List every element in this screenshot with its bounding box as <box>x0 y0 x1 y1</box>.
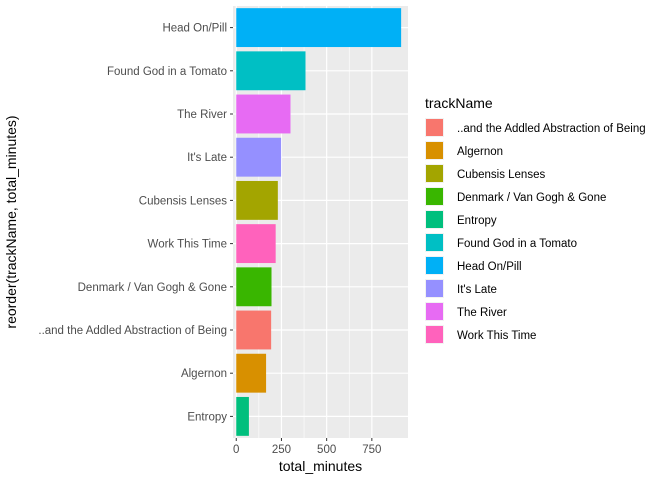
legend-swatch-the-river <box>426 303 443 320</box>
legend-swatch-cubensis-lenses <box>426 165 443 182</box>
bar-algernon <box>236 353 267 393</box>
legend-label: Denmark / Van Gogh & Gone <box>457 192 606 204</box>
y-tick-label: Denmark / Van Gogh & Gone <box>78 282 227 294</box>
legend-label: Algernon <box>457 146 503 158</box>
y-tick-labels: Head On/Pill Found God in a Tomato The Riv… <box>38 23 233 423</box>
y-tick-label: Found God in a Tomato <box>107 66 227 78</box>
y-tick-label: The River <box>177 109 227 121</box>
x-tick-label: 750 <box>362 444 381 456</box>
x-axis-title: total_minutes <box>279 458 362 474</box>
bar-work-this-time <box>236 224 276 264</box>
y-tick-label: Work This Time <box>148 239 227 251</box>
legend-label: Cubensis Lenses <box>457 169 545 181</box>
legend-swatch-it-s-late <box>426 280 443 297</box>
legend-swatch-denmark-van-gogh-gone <box>426 188 443 205</box>
legend-label: Head On/Pill <box>457 261 522 273</box>
bar-cubensis-lenses <box>236 180 278 220</box>
y-tick-label: Cubensis Lenses <box>139 195 227 207</box>
legend-label: Found God in a Tomato <box>457 238 577 250</box>
x-tick-label: 500 <box>317 444 336 456</box>
legend-title: trackName <box>425 95 493 111</box>
x-tick-labels: 0 250 500 750 <box>233 438 381 456</box>
bar-and-the-addled-abstraction-of-being <box>236 310 272 350</box>
legend-swatch-and-the-addled-abstraction-of-being <box>426 119 443 136</box>
legend-label: Entropy <box>457 215 497 227</box>
bar-denmark-van-gogh-gone <box>236 267 272 307</box>
legend: ..and the Addled Abstraction of Being Alg… <box>425 118 646 344</box>
bars <box>236 8 402 436</box>
legend-swatch-entropy <box>426 211 443 228</box>
legend-swatch-work-this-time <box>426 326 443 343</box>
y-tick-label: Algernon <box>181 368 227 380</box>
legend-swatch-head-on-pill <box>426 257 443 274</box>
legend-label: The River <box>457 307 507 319</box>
x-tick-label: 250 <box>272 444 291 456</box>
bar-the-river <box>236 94 291 134</box>
legend-label: Work This Time <box>457 330 536 342</box>
y-tick-label: Entropy <box>187 411 227 423</box>
legend-swatch-algernon <box>426 142 443 159</box>
legend-label: It's Late <box>457 284 497 296</box>
bar-head-on-pill <box>236 8 402 48</box>
y-axis-title: reorder(trackName, total_minutes) <box>3 115 19 328</box>
y-tick-label: ..and the Addled Abstraction of Being <box>38 325 227 337</box>
bar-entropy <box>236 396 249 436</box>
y-tick-label: Head On/Pill <box>162 23 227 35</box>
y-tick-label: It's Late <box>187 152 227 164</box>
x-tick-label: 0 <box>233 444 239 456</box>
bar-it-s-late <box>236 137 282 177</box>
legend-label: ..and the Addled Abstraction of Being <box>457 123 646 135</box>
legend-swatch-found-god-in-a-tomato <box>426 234 443 251</box>
bar-found-god-in-a-tomato <box>236 51 306 91</box>
